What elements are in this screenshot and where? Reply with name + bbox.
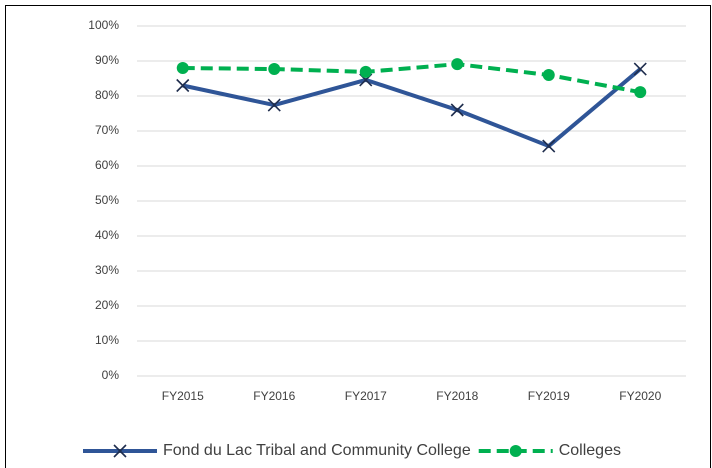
marker	[542, 69, 555, 81]
y-tick-label: 10%	[95, 333, 119, 347]
legend-marker	[509, 445, 522, 457]
x-tick-label: FY2019	[528, 389, 570, 403]
y-tick-label: 20%	[95, 298, 119, 312]
y-tick-label: 40%	[95, 228, 119, 242]
marker	[633, 62, 647, 76]
marker	[359, 65, 372, 78]
legend-marker	[113, 444, 127, 458]
y-tick-label: 90%	[95, 53, 119, 67]
x-tick-label: FY2016	[253, 389, 295, 403]
x-tick-label: FY2020	[619, 389, 661, 403]
y-tick-label: 30%	[95, 263, 119, 277]
x-tick-label: FY2017	[345, 389, 387, 403]
marker	[176, 62, 189, 74]
marker	[451, 58, 464, 71]
marker	[634, 86, 647, 99]
marker	[268, 63, 281, 76]
y-tick-label: 60%	[95, 158, 119, 172]
marker	[542, 139, 556, 153]
y-tick-label: 80%	[95, 88, 119, 102]
x-tick-label: FY2015	[162, 389, 204, 403]
legend-label: Colleges	[559, 442, 621, 459]
y-tick-label: 100%	[88, 18, 119, 32]
y-tick-label: 50%	[95, 193, 119, 207]
y-tick-label: 70%	[95, 123, 119, 137]
legend-label: Fond du Lac Tribal and Community College	[163, 442, 471, 459]
x-tick-label: FY2018	[436, 389, 478, 403]
series-line	[182, 67, 642, 149]
marker	[450, 103, 464, 117]
series-line	[182, 62, 641, 95]
marker	[267, 98, 281, 112]
y-tick-label: 0%	[102, 368, 120, 382]
marker	[176, 78, 190, 93]
